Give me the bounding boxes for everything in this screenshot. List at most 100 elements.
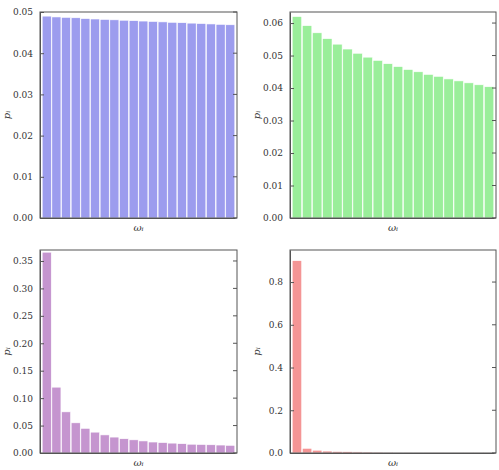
tick-mark — [233, 288, 237, 289]
bar — [414, 72, 424, 218]
tick-label: 0.01 — [263, 181, 283, 191]
tick-mark — [492, 55, 496, 56]
bar — [158, 22, 167, 218]
tick-mark — [233, 94, 237, 95]
bars — [42, 16, 235, 218]
x-axis-title: ωᵢ — [133, 457, 143, 468]
bar — [177, 444, 186, 453]
bar — [333, 44, 343, 218]
bars — [292, 261, 494, 453]
tick-label: 0.00 — [13, 448, 33, 458]
tick: 0.02 — [263, 148, 294, 158]
bar — [187, 23, 196, 218]
x-axis-title: ωᵢ — [133, 222, 143, 233]
tick-mark — [492, 410, 496, 411]
bar — [197, 24, 206, 218]
bar — [474, 85, 484, 218]
tick: 0.30 — [13, 284, 44, 294]
tick-label: 0.04 — [263, 83, 283, 93]
bar — [90, 19, 99, 218]
y-axis: 0.000.010.020.030.040.05 — [13, 7, 44, 223]
tick-mark — [233, 135, 237, 136]
tick-label: 0.20 — [13, 339, 33, 349]
bar — [312, 33, 322, 218]
tick-mark — [40, 371, 44, 372]
bar — [110, 20, 119, 218]
tick-mark — [40, 261, 44, 262]
bar — [42, 252, 51, 453]
y-axis-title: pᵢ — [251, 111, 262, 119]
tick-label: 0.8 — [269, 277, 284, 287]
tick-mark — [290, 56, 294, 57]
tick: 0.04 — [263, 83, 294, 93]
bar — [139, 21, 148, 218]
tick-mark — [40, 426, 44, 427]
bar — [403, 70, 413, 218]
bar — [216, 24, 225, 218]
tick-label: 0.05 — [13, 7, 33, 17]
y-axis-title: pᵢ — [1, 347, 12, 355]
bar — [158, 443, 167, 453]
tick-label: 0.0 — [269, 448, 284, 458]
tick: 0.00 — [263, 213, 294, 223]
tick-mark — [233, 425, 237, 426]
tick: 0.00 — [13, 448, 44, 458]
bar — [168, 443, 177, 453]
tick-label: 0.03 — [263, 116, 283, 126]
tick-mark — [233, 343, 237, 344]
tick-label: 0.30 — [13, 284, 33, 294]
tick-mark — [40, 136, 44, 137]
bar — [373, 60, 383, 218]
bar — [444, 79, 454, 218]
tick-mark — [233, 370, 237, 371]
bar — [168, 22, 177, 218]
frame — [40, 250, 237, 453]
y-axis-title: pᵢ — [251, 347, 262, 355]
tick-label: 0.00 — [263, 213, 283, 223]
bar — [81, 428, 90, 453]
right-ticks — [492, 23, 496, 218]
tick-label: 0.00 — [13, 213, 33, 223]
bar — [42, 16, 51, 218]
tick-mark — [40, 288, 44, 289]
tick-label: 0.4 — [269, 363, 284, 373]
tick-mark — [492, 23, 496, 24]
bar — [484, 87, 494, 218]
bar — [383, 64, 393, 218]
bar — [292, 261, 302, 453]
right-ticks — [233, 261, 237, 453]
tick-mark — [492, 120, 496, 121]
bar — [129, 440, 138, 453]
tick-label: 0.02 — [13, 131, 33, 141]
panel: 0.000.050.100.150.200.250.300.35ωᵢpᵢ — [1, 250, 237, 468]
tick-label: 0.35 — [13, 256, 33, 266]
bar — [434, 76, 444, 218]
tick-mark — [290, 186, 294, 187]
tick-label: 0.05 — [263, 51, 283, 61]
tick: 0.03 — [263, 116, 294, 126]
tick-label: 0.2 — [269, 406, 283, 416]
bar — [148, 21, 157, 218]
bar — [424, 74, 434, 218]
right-ticks — [233, 12, 237, 218]
frame — [290, 250, 496, 453]
bar — [110, 437, 119, 453]
tick-label: 0.6 — [269, 320, 284, 330]
tick-mark — [40, 398, 44, 399]
bar — [363, 57, 373, 218]
tick-mark — [233, 176, 237, 177]
tick: 0.00 — [13, 213, 44, 223]
bar — [206, 24, 215, 218]
tick-mark — [290, 410, 294, 411]
bar — [292, 17, 302, 218]
bar — [71, 423, 80, 453]
tick-mark — [233, 315, 237, 316]
panel: 0.00.20.40.60.8ωᵢpᵢ — [251, 250, 496, 468]
tick-mark — [40, 94, 44, 95]
tick-label: 0.15 — [13, 366, 33, 376]
bars — [292, 17, 494, 218]
tick-mark — [492, 282, 496, 283]
tick: 0.02 — [13, 131, 44, 141]
tick: 0.01 — [13, 172, 44, 182]
bar — [100, 435, 109, 453]
